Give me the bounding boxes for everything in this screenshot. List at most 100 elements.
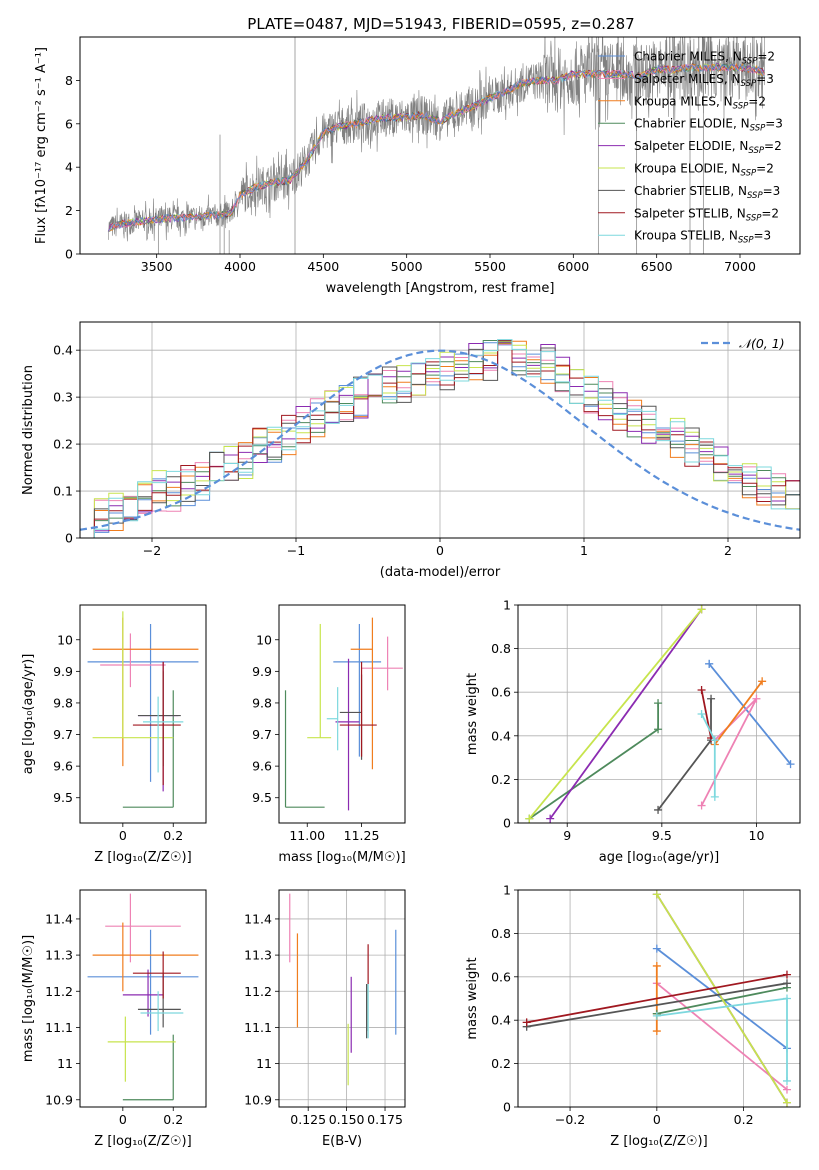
y-tick-label: 0.6	[491, 969, 511, 984]
x-tick-label: 1	[580, 543, 588, 558]
y-tick-label: 0.4	[491, 1013, 511, 1028]
y-tick-label: 0	[65, 247, 73, 262]
series-point	[697, 605, 706, 614]
x-tick-label: 6000	[557, 259, 589, 274]
axes-age_vs_Z: 0 0.2 9.5 9.6 9.7 9.8 9.9 10 Z [log₁₀(Z/Z☉)] age …	[21, 604, 207, 865]
y-tick-label: 2	[65, 203, 73, 218]
y-tick-label: 0.4	[491, 728, 511, 743]
y-tick-label: 0.3	[53, 390, 73, 405]
axes-age_vs_mass: 11.00 11.25 9.5 9.6 9.7 9.8 9.9 10 mass [log₁₀(M…	[252, 604, 406, 865]
axes-frame	[517, 889, 801, 1108]
series-point	[654, 725, 663, 734]
y-tick-label: 0.2	[491, 1056, 511, 1071]
plot-area-mass_vs_Z	[87, 893, 199, 1101]
series-point	[697, 710, 706, 718]
y-axis-label: mass weight	[465, 673, 480, 755]
series-point	[652, 944, 661, 953]
y-tick-label: 9.9	[252, 664, 272, 679]
legend-entry: Kroupa STELIB, NSSP=3	[634, 229, 771, 246]
y-tick-label: 11.4	[244, 911, 272, 926]
axes-frame	[517, 604, 801, 824]
series-point	[758, 677, 767, 686]
y-tick-label: 9.8	[252, 695, 272, 710]
x-tick-label: 7000	[724, 259, 756, 274]
y-axis-label: age [log₁₀(age/yr)]	[21, 654, 36, 775]
y-tick-label: 9.5	[252, 790, 272, 805]
x-tick-label: 5500	[474, 259, 506, 274]
x-tick-label: 9	[563, 828, 571, 843]
y-tick-label: 0	[65, 531, 73, 546]
series-point	[652, 961, 661, 970]
x-axis-label: Z [log₁₀(Z/Z☉)]	[94, 1134, 191, 1149]
x-tick-label: 5000	[391, 259, 423, 274]
x-tick-label: 0.125	[290, 1112, 326, 1127]
y-tick-label: 9.7	[53, 727, 73, 742]
series-point	[652, 1027, 661, 1036]
series-point	[707, 694, 716, 703]
y-tick-label: 10	[57, 632, 73, 647]
x-axis-label: Z [log₁₀(Z/Z☉)]	[610, 1134, 707, 1149]
y-axis-label: mass [log₁₀(M/M☉)]	[21, 935, 36, 1062]
figure-title: PLATE=0487, MJD=51943, FIBERID=0595, z=0…	[247, 15, 634, 33]
series-point	[697, 686, 706, 695]
plot-area-mass_vs_ebv	[289, 893, 397, 1086]
y-tick-label: 0.2	[53, 437, 73, 452]
y-tick-label: 10.9	[244, 1092, 272, 1107]
y-tick-label: 1	[503, 598, 511, 613]
series-point	[652, 890, 661, 899]
series-point	[782, 979, 791, 988]
y-tick-label: 10	[256, 632, 272, 647]
series-point	[546, 814, 555, 823]
y-tick-label: 0.1	[53, 484, 73, 499]
series-point	[525, 814, 534, 823]
y-axis-label: Normed distribution	[21, 365, 36, 495]
x-axis-label: mass [log₁₀(M/M☉)]	[278, 850, 405, 865]
series-point	[782, 1076, 791, 1085]
series-point	[782, 970, 791, 979]
x-tick-label: 0	[119, 1112, 127, 1127]
series-line	[714, 680, 763, 746]
x-tick-label: 0	[653, 1112, 661, 1127]
plot-area-spectrum	[107, 37, 765, 254]
x-tick-label: 0.175	[367, 1112, 403, 1127]
series-point	[522, 1018, 531, 1027]
axes-frame	[79, 36, 801, 255]
legend-entry: Kroupa ELODIE, NSSP=2	[634, 162, 774, 179]
axes-frame	[79, 604, 207, 824]
x-tick-label: 6500	[641, 259, 673, 274]
y-tick-label: 9.6	[252, 759, 272, 774]
y-tick-label: 9.5	[53, 790, 73, 805]
x-tick-label: 9.5	[652, 828, 672, 843]
x-tick-label: 4500	[307, 259, 339, 274]
y-tick-label: 11	[57, 1056, 73, 1071]
y-tick-label: 11.4	[45, 911, 73, 926]
series-point	[697, 801, 706, 810]
plot-area-age_vs_mass	[284, 617, 403, 811]
series-line	[528, 608, 703, 820]
y-tick-label: 10.9	[45, 1092, 73, 1107]
series-point	[782, 1098, 791, 1107]
x-tick-label: 11.25	[344, 828, 380, 843]
series-point	[654, 699, 663, 708]
series-point	[786, 760, 795, 769]
axes-frame	[79, 321, 801, 539]
normal-curve-line	[80, 349, 800, 531]
series-point	[654, 805, 663, 814]
x-axis-label: E(B-V)	[322, 1134, 362, 1149]
series-line	[526, 973, 788, 1024]
x-tick-label: 0	[436, 543, 444, 558]
series-point	[782, 1085, 791, 1094]
y-tick-label: 9.8	[53, 695, 73, 710]
legend-entry: Chabrier MILES, NSSP=2	[634, 50, 775, 67]
series-point	[652, 1011, 661, 1020]
x-tick-label: 0	[119, 828, 127, 843]
y-tick-label: 11	[256, 1056, 272, 1071]
y-tick-label: 11.1	[45, 1020, 73, 1035]
x-axis-label: (data-model)/error	[380, 565, 501, 580]
y-tick-label: 11.2	[45, 984, 73, 999]
series-point	[710, 792, 719, 801]
axes-mass_vs_Z: 0 0.2 10.9 11 11.1 11.2 11.3 11.4 Z [log₁₀(Z/Z☉)…	[21, 889, 207, 1149]
x-tick-label: 3500	[141, 259, 173, 274]
spectrum-model-line	[107, 63, 765, 232]
